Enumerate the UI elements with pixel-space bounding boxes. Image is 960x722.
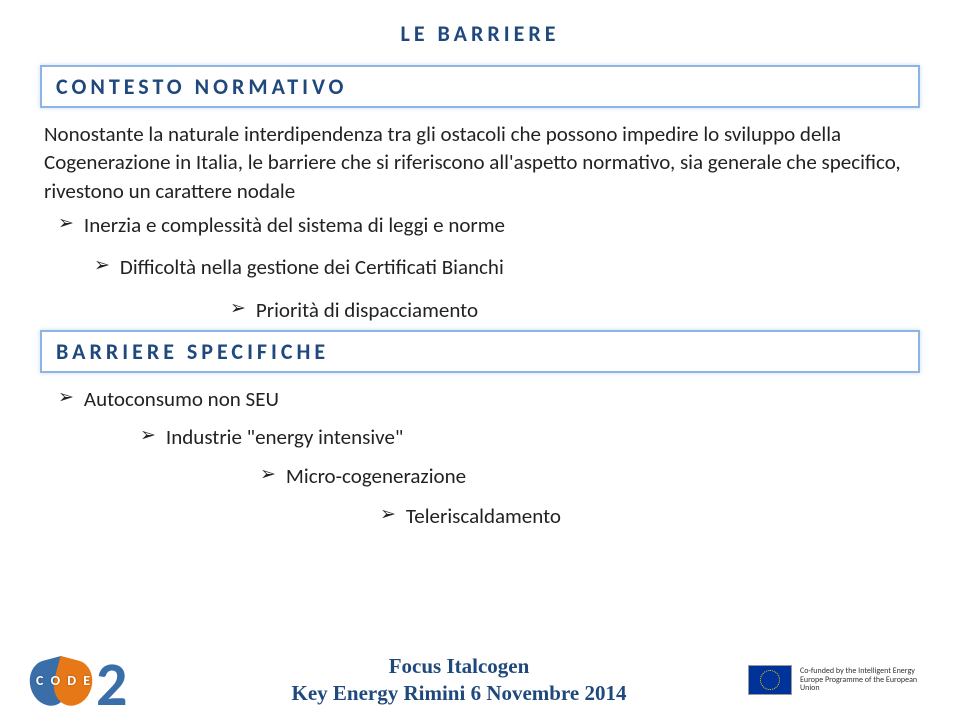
footer-line1: Focus Italcogen xyxy=(170,653,748,680)
bullet-certificati: ➢ Difficoltà nella gestione dei Certific… xyxy=(94,253,920,281)
bullet-micro: ➢ Micro-cogenerazione xyxy=(260,462,920,490)
eu-logo: Co-funded by the Intelligent Energy Euro… xyxy=(748,665,930,695)
arrow-icon: ➢ xyxy=(94,253,110,279)
bullet-text: Micro-cogenerazione xyxy=(286,462,466,490)
bullet-teleriscaldamento: ➢ Teleriscaldamento xyxy=(380,502,920,530)
bullet-autoconsumo: ➢ Autoconsumo non SEU xyxy=(58,385,920,413)
section-header-specifiche: BARRIERE SPECIFICHE xyxy=(40,330,920,373)
arrow-icon: ➢ xyxy=(58,211,74,237)
arrow-icon: ➢ xyxy=(380,502,396,528)
bullet-text: Teleriscaldamento xyxy=(406,502,561,530)
section-header-normativo: CONTESTO NORMATIVO xyxy=(40,65,920,108)
code2-logo: C O D E 2 xyxy=(30,650,170,710)
bullet-text: Difficoltà nella gestione dei Certificat… xyxy=(120,253,504,281)
eu-cofunded-text: Co-funded by the Intelligent Energy Euro… xyxy=(800,667,930,693)
footer-line2: Key Energy Rimini 6 Novembre 2014 xyxy=(170,680,748,707)
bullet-text: Industrie "energy intensive" xyxy=(166,423,403,451)
bullet-inerzia: ➢ Inerzia e complessità del sistema di l… xyxy=(58,211,920,239)
bullet-priorita: ➢ Priorità di dispacciamento xyxy=(230,296,920,324)
logo-number: 2 xyxy=(96,646,127,722)
bullet-text: Inerzia e complessità del sistema di leg… xyxy=(84,211,505,239)
arrow-icon: ➢ xyxy=(58,385,74,411)
footer-text: Focus Italcogen Key Energy Rimini 6 Nove… xyxy=(170,653,748,708)
page-title: LE BARRIERE xyxy=(40,20,920,47)
code-label: C O D E xyxy=(36,672,92,689)
intro-paragraph: Nonostante la naturale interdipendenza t… xyxy=(44,120,916,205)
bullet-industrie: ➢ Industrie "energy intensive" xyxy=(140,423,920,451)
arrow-icon: ➢ xyxy=(230,296,246,322)
arrow-icon: ➢ xyxy=(140,423,156,449)
footer: C O D E 2 Focus Italcogen Key Energy Rim… xyxy=(0,650,960,710)
bullet-text: Autoconsumo non SEU xyxy=(84,385,279,413)
bullet-text: Priorità di dispacciamento xyxy=(256,296,478,324)
eu-flag-icon xyxy=(748,665,792,695)
arrow-icon: ➢ xyxy=(260,462,276,488)
